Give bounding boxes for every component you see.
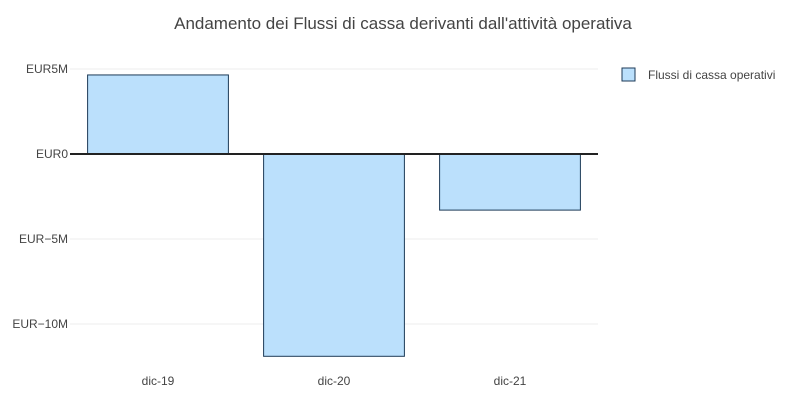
y-tick-label: EUR−5M <box>19 232 68 246</box>
bar-dic-21[interactable] <box>439 153 581 211</box>
chart-title: Andamento dei Flussi di cassa derivanti … <box>174 14 632 33</box>
bar-dic-20[interactable] <box>263 153 405 357</box>
y-tick-label: EUR−10M <box>12 317 68 331</box>
y-tick-label: EUR5M <box>26 62 68 76</box>
bars <box>87 74 581 357</box>
x-axis-ticks: dic-19 dic-20 dic-21 <box>142 374 527 388</box>
x-tick-label: dic-19 <box>142 374 175 388</box>
bar-dic-19[interactable] <box>87 74 229 155</box>
x-tick-label: dic-20 <box>318 374 351 388</box>
legend[interactable]: Flussi di cassa operativi <box>621 67 775 82</box>
legend-label[interactable]: Flussi di cassa operativi <box>648 68 775 82</box>
y-tick-label: EUR0 <box>36 147 68 161</box>
x-tick-label: dic-21 <box>494 374 527 388</box>
y-axis-ticks: EUR5M EUR0 EUR−5M EUR−10M <box>12 62 68 331</box>
legend-swatch[interactable] <box>621 67 636 82</box>
